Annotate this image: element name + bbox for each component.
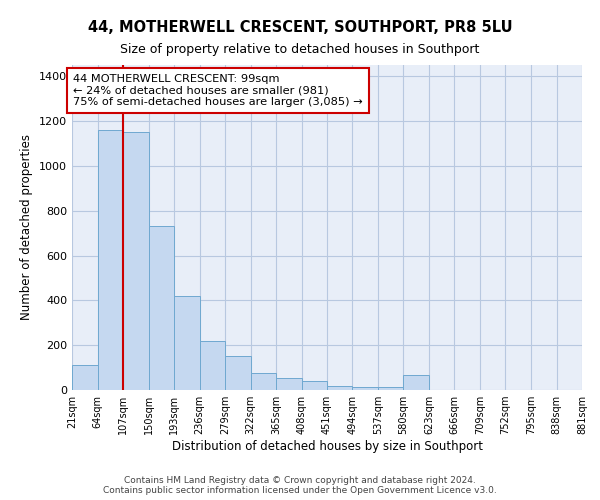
Bar: [276, 378, 302, 390]
Y-axis label: Number of detached properties: Number of detached properties: [20, 134, 34, 320]
Bar: [378, 386, 403, 390]
Bar: [149, 226, 174, 390]
Bar: [72, 366, 97, 390]
Bar: [97, 130, 123, 390]
Bar: [174, 296, 199, 390]
Bar: [123, 132, 149, 390]
X-axis label: Distribution of detached houses by size in Southport: Distribution of detached houses by size …: [172, 440, 482, 453]
Text: 44, MOTHERWELL CRESCENT, SOUTHPORT, PR8 5LU: 44, MOTHERWELL CRESCENT, SOUTHPORT, PR8 …: [88, 20, 512, 35]
Text: 44 MOTHERWELL CRESCENT: 99sqm
← 24% of detached houses are smaller (981)
75% of : 44 MOTHERWELL CRESCENT: 99sqm ← 24% of d…: [73, 74, 363, 107]
Bar: [403, 376, 429, 390]
Bar: [352, 386, 378, 390]
Bar: [302, 381, 327, 390]
Bar: [225, 356, 251, 390]
Text: Contains HM Land Registry data © Crown copyright and database right 2024.
Contai: Contains HM Land Registry data © Crown c…: [103, 476, 497, 495]
Text: Size of property relative to detached houses in Southport: Size of property relative to detached ho…: [121, 42, 479, 56]
Bar: [251, 373, 276, 390]
Bar: [327, 386, 352, 390]
Bar: [199, 340, 225, 390]
